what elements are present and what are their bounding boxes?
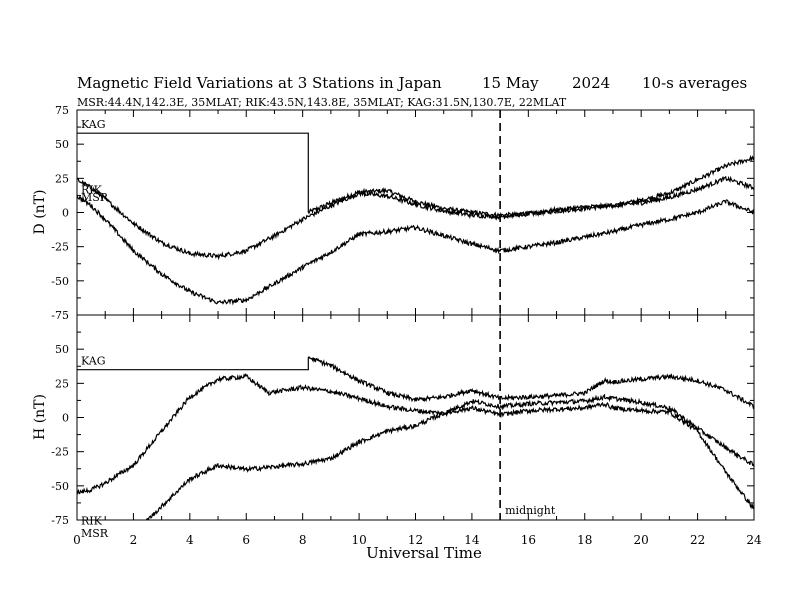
series-line-kag bbox=[77, 355, 754, 410]
x-tick-label: 18 bbox=[577, 533, 592, 547]
series-label-rik: RIK bbox=[81, 515, 103, 528]
chart-averaging: 10-s averages bbox=[642, 74, 747, 92]
series-line-rik bbox=[77, 175, 754, 261]
x-tick-label: 24 bbox=[746, 533, 762, 547]
x-tick-label: 8 bbox=[299, 533, 307, 547]
series-label-kag: KAG bbox=[81, 118, 106, 131]
y-tick-label: -75 bbox=[51, 514, 69, 527]
series-line-rik bbox=[77, 373, 754, 495]
chart-year: 2024 bbox=[572, 74, 610, 92]
y-tick-label: 25 bbox=[55, 377, 69, 390]
y-tick-label: 0 bbox=[62, 207, 69, 220]
y-tick-label: -50 bbox=[51, 480, 69, 493]
panel-h-series bbox=[77, 355, 754, 520]
panel-h-y-tick-labels: 50 25 0 -25 -50 -75 bbox=[51, 343, 69, 527]
y-tick-label: -75 bbox=[51, 309, 69, 322]
series-label-msr: MSR bbox=[81, 191, 109, 204]
series-line-msr bbox=[145, 401, 754, 520]
x-tick-label: 12 bbox=[408, 533, 423, 547]
series-label-msr: MSR bbox=[81, 527, 109, 540]
panel-h-ylabel: H (nT) bbox=[32, 394, 48, 440]
y-tick-label: 75 bbox=[55, 104, 69, 117]
x-tick-label: 22 bbox=[690, 533, 705, 547]
x-tick-labels: 0 2 4 6 8 10 12 14 16 18 20 22 24 bbox=[73, 533, 762, 547]
panel-h-ticks bbox=[76, 314, 755, 521]
midnight-label: midnight bbox=[505, 504, 556, 517]
chart-date: 15 May bbox=[482, 74, 539, 92]
y-tick-label: 25 bbox=[55, 172, 69, 185]
chart-title: Magnetic Field Variations at 3 Stations … bbox=[77, 74, 442, 92]
x-tick-label: 10 bbox=[351, 533, 366, 547]
x-tick-label: 4 bbox=[186, 533, 194, 547]
series-label-kag: KAG bbox=[81, 355, 106, 368]
x-tick-label: 2 bbox=[130, 533, 138, 547]
y-tick-label: -50 bbox=[51, 275, 69, 288]
y-tick-label: 50 bbox=[55, 138, 69, 151]
stations-info: MSR:44.4N,142.3E, 35MLAT; RIK:43.5N,143.… bbox=[77, 96, 567, 109]
panel-d-ylabel: D (nT) bbox=[32, 190, 48, 235]
x-axis-label: Universal Time bbox=[366, 544, 482, 562]
panel-d-ticks bbox=[76, 109, 755, 316]
x-tick-label: 6 bbox=[242, 533, 250, 547]
panel-d-y-tick-labels: 75 50 25 0 -25 -50 -75 bbox=[51, 104, 69, 322]
y-tick-label: -25 bbox=[51, 241, 69, 254]
x-tick-label: 14 bbox=[464, 533, 480, 547]
y-tick-label: -25 bbox=[51, 446, 69, 459]
panel-d-series bbox=[77, 132, 754, 306]
x-tick-label: 16 bbox=[521, 533, 536, 547]
series-line-msr bbox=[77, 194, 754, 306]
y-tick-label: 0 bbox=[62, 412, 69, 425]
series-label-rik: RIK bbox=[81, 184, 103, 197]
y-tick-label: 50 bbox=[55, 343, 69, 356]
x-tick-label: 0 bbox=[73, 533, 81, 547]
x-tick-label: 20 bbox=[634, 533, 649, 547]
